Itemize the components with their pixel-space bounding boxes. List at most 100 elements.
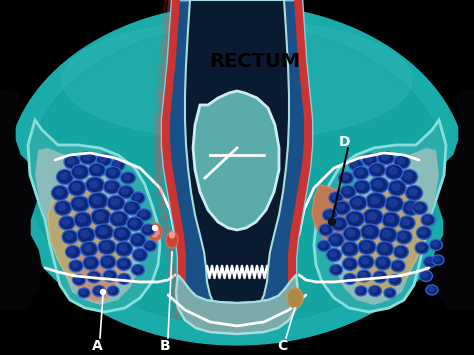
- Ellipse shape: [329, 192, 343, 204]
- Ellipse shape: [358, 255, 374, 269]
- Ellipse shape: [72, 262, 78, 268]
- Ellipse shape: [343, 188, 351, 194]
- Ellipse shape: [417, 226, 431, 240]
- Ellipse shape: [393, 245, 409, 258]
- Ellipse shape: [170, 232, 174, 238]
- Ellipse shape: [355, 286, 367, 296]
- Ellipse shape: [109, 169, 116, 175]
- Ellipse shape: [134, 194, 140, 200]
- Ellipse shape: [84, 245, 92, 251]
- Text: RECTUM: RECTUM: [210, 53, 301, 71]
- Ellipse shape: [81, 241, 98, 256]
- Ellipse shape: [386, 290, 392, 294]
- Ellipse shape: [385, 164, 403, 180]
- Ellipse shape: [90, 180, 98, 187]
- Ellipse shape: [409, 189, 417, 195]
- Ellipse shape: [107, 183, 115, 189]
- Ellipse shape: [100, 255, 116, 269]
- Ellipse shape: [326, 211, 332, 217]
- Text: A: A: [91, 339, 102, 353]
- Ellipse shape: [99, 227, 107, 235]
- Polygon shape: [193, 91, 279, 230]
- Polygon shape: [274, 0, 312, 328]
- Ellipse shape: [343, 257, 357, 271]
- Ellipse shape: [63, 219, 70, 225]
- Ellipse shape: [58, 203, 66, 210]
- Ellipse shape: [75, 277, 81, 282]
- Ellipse shape: [81, 230, 89, 237]
- Ellipse shape: [432, 241, 438, 246]
- Ellipse shape: [80, 152, 97, 164]
- Ellipse shape: [391, 277, 397, 282]
- Ellipse shape: [133, 248, 147, 261]
- Ellipse shape: [87, 271, 101, 283]
- Ellipse shape: [65, 233, 73, 239]
- Ellipse shape: [67, 158, 74, 164]
- Ellipse shape: [105, 166, 121, 180]
- Ellipse shape: [287, 288, 303, 308]
- Ellipse shape: [133, 236, 141, 242]
- Ellipse shape: [124, 174, 130, 180]
- Ellipse shape: [120, 275, 126, 280]
- Ellipse shape: [106, 272, 112, 278]
- Ellipse shape: [131, 264, 145, 275]
- Ellipse shape: [56, 169, 73, 185]
- Ellipse shape: [370, 177, 389, 193]
- Ellipse shape: [166, 232, 178, 248]
- Ellipse shape: [353, 166, 369, 180]
- Ellipse shape: [365, 156, 373, 162]
- Ellipse shape: [100, 156, 106, 162]
- Ellipse shape: [406, 203, 414, 210]
- Polygon shape: [48, 190, 130, 295]
- Ellipse shape: [412, 201, 428, 214]
- Polygon shape: [176, 275, 298, 334]
- Ellipse shape: [371, 288, 377, 293]
- Ellipse shape: [363, 208, 383, 225]
- Ellipse shape: [114, 214, 122, 222]
- Ellipse shape: [394, 155, 410, 169]
- Ellipse shape: [349, 196, 367, 211]
- Ellipse shape: [386, 215, 394, 223]
- Ellipse shape: [95, 212, 104, 220]
- Ellipse shape: [69, 248, 75, 254]
- Ellipse shape: [367, 212, 376, 220]
- Ellipse shape: [151, 227, 159, 237]
- Ellipse shape: [320, 242, 326, 247]
- Polygon shape: [314, 120, 446, 312]
- Ellipse shape: [374, 180, 382, 187]
- Ellipse shape: [384, 196, 403, 212]
- Ellipse shape: [120, 172, 136, 184]
- Polygon shape: [162, 0, 200, 328]
- Ellipse shape: [124, 201, 140, 215]
- Ellipse shape: [376, 273, 382, 279]
- Ellipse shape: [346, 211, 365, 227]
- Ellipse shape: [65, 245, 81, 258]
- Ellipse shape: [389, 168, 397, 174]
- Ellipse shape: [95, 288, 101, 293]
- Ellipse shape: [366, 192, 386, 209]
- Ellipse shape: [64, 155, 80, 169]
- Ellipse shape: [71, 164, 89, 180]
- Polygon shape: [0, 90, 42, 310]
- Ellipse shape: [400, 233, 407, 239]
- Ellipse shape: [358, 240, 376, 255]
- Ellipse shape: [340, 185, 356, 198]
- Ellipse shape: [361, 258, 369, 264]
- Ellipse shape: [140, 211, 146, 217]
- Ellipse shape: [103, 180, 120, 194]
- Ellipse shape: [380, 245, 388, 251]
- Ellipse shape: [379, 227, 397, 243]
- Ellipse shape: [428, 287, 434, 291]
- Ellipse shape: [327, 248, 341, 261]
- Ellipse shape: [350, 214, 358, 222]
- Ellipse shape: [426, 258, 432, 263]
- Ellipse shape: [130, 220, 138, 226]
- Polygon shape: [74, 246, 118, 302]
- Ellipse shape: [347, 230, 355, 236]
- Ellipse shape: [118, 273, 130, 284]
- Ellipse shape: [346, 260, 352, 266]
- Ellipse shape: [421, 214, 435, 226]
- Ellipse shape: [94, 224, 113, 240]
- Ellipse shape: [100, 289, 106, 294]
- Ellipse shape: [130, 233, 146, 247]
